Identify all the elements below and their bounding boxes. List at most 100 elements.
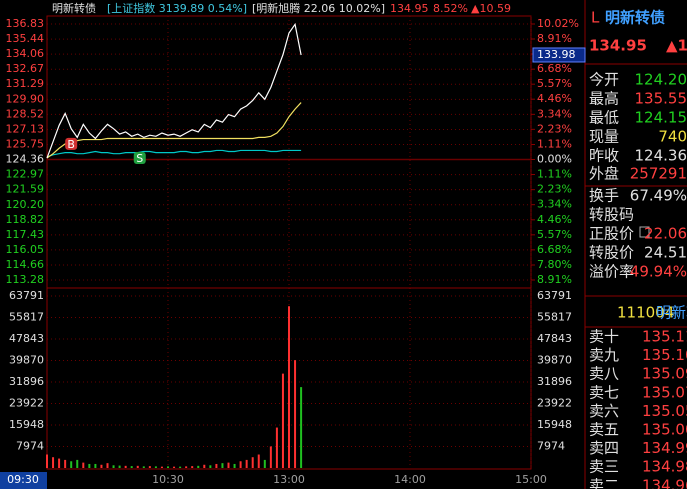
y2-tick-label: 4.46% xyxy=(537,213,572,226)
volume-bar xyxy=(300,387,303,468)
volume-tick-label: 7974 xyxy=(16,439,44,452)
y2-tick-label: 1.11% xyxy=(537,168,572,181)
panel-code: 111004 xyxy=(617,304,674,322)
stat-value: 124.36 xyxy=(635,147,687,165)
volume-bar xyxy=(52,457,55,468)
stat-label: 昨收 xyxy=(589,147,619,165)
stat-value: 135.55 xyxy=(635,90,687,108)
volume-tick-label: 23922 xyxy=(9,396,44,409)
volume-tick-label: 31896 xyxy=(537,375,572,388)
y-tick-label: 118.82 xyxy=(6,213,45,226)
y-tick-label: 125.75 xyxy=(6,137,45,150)
volume-bar xyxy=(58,458,61,468)
volume-bar xyxy=(88,463,91,468)
volume-bar xyxy=(185,466,188,468)
y-tick-label: 114.66 xyxy=(6,258,45,271)
cursor-label: 133.98 xyxy=(537,48,576,61)
volume-bar xyxy=(160,466,163,468)
y-tick-label: 121.59 xyxy=(6,183,45,196)
stat-value: 49.94% xyxy=(630,263,687,281)
volume-bar xyxy=(82,462,85,468)
volume-tick-label: 7974 xyxy=(537,439,565,452)
y2-tick-label: 3.34% xyxy=(537,198,572,211)
volume-bar xyxy=(76,459,79,468)
stat-value: 124.20 xyxy=(635,71,687,89)
stat-label: 正股价 xyxy=(589,225,634,243)
price: 134.95 xyxy=(390,2,429,15)
volume-bar xyxy=(227,462,230,468)
y-tick-label: 116.05 xyxy=(6,243,45,256)
time-highlight xyxy=(0,472,47,489)
y-tick-label: 129.90 xyxy=(6,92,45,105)
y2-tick-label: 0.00% xyxy=(537,153,572,166)
y2-tick-label: 3.34% xyxy=(537,107,572,120)
y2-tick-label: 4.46% xyxy=(537,92,572,105)
x-tick-label: 15:00 xyxy=(515,473,547,486)
volume-bar xyxy=(46,454,48,468)
y2-tick-label: 6.68% xyxy=(537,62,572,75)
x-tick-label: 14:00 xyxy=(394,473,426,486)
ask-label: 卖二 xyxy=(589,476,619,489)
y2-tick-label: 8.91% xyxy=(537,32,572,45)
ask-label: 卖六 xyxy=(589,402,619,420)
ask-label: 卖四 xyxy=(589,439,619,457)
y2-tick-label: 5.57% xyxy=(537,228,572,241)
volume-tick-label: 55817 xyxy=(9,311,44,324)
stat-label: 最低 xyxy=(589,109,619,127)
y2-tick-label: 6.68% xyxy=(537,243,572,256)
stock-quote: [明新旭腾 22.06 10.02%] xyxy=(252,1,385,15)
y2-tick-label: 10.02% xyxy=(537,17,579,30)
icon xyxy=(639,226,650,238)
y2-tick-label: 8.91% xyxy=(537,273,572,286)
y-tick-label: 120.20 xyxy=(6,198,45,211)
y-tick-label: 131.29 xyxy=(6,77,45,90)
volume-bar xyxy=(197,465,200,468)
ask-value: 135.11 xyxy=(642,328,687,346)
y-tick-label: 128.52 xyxy=(6,107,45,120)
volume-bar xyxy=(124,465,127,468)
volume-bar xyxy=(275,427,278,468)
stat-label: 最高 xyxy=(589,90,619,108)
y2-tick-label: 5.57% xyxy=(537,77,572,90)
price-line xyxy=(46,22,302,159)
volume-tick-label: 15948 xyxy=(537,418,572,431)
volume-tick-label: 47843 xyxy=(537,332,572,345)
trade-marker-label: B xyxy=(67,138,75,151)
price-line xyxy=(46,102,302,159)
volume-bar xyxy=(281,373,284,468)
volume-bar xyxy=(112,465,115,468)
y2-tick-label: 2.23% xyxy=(537,183,572,196)
volume-bar xyxy=(167,466,169,468)
volume-bar xyxy=(263,459,266,468)
ask-value: 134.99 xyxy=(642,439,687,457)
y-tick-label: 124.36 xyxy=(6,153,45,166)
volume-bar xyxy=(173,466,176,468)
ask-value: 135.07 xyxy=(642,383,687,401)
ask-value: 134.98 xyxy=(642,458,687,476)
volume-bar xyxy=(251,457,254,468)
volume-tick-label: 31896 xyxy=(9,375,44,388)
stat-value: 124.15 xyxy=(635,109,687,127)
volume-bar xyxy=(221,463,224,468)
ask-value: 135.10 xyxy=(642,346,687,364)
price-line xyxy=(46,149,302,158)
trade-marker-label: S xyxy=(136,152,143,165)
volume-bar xyxy=(294,360,297,468)
stat-label: 转股码 xyxy=(589,206,634,224)
volume-bar xyxy=(215,463,218,468)
y-tick-label: 122.97 xyxy=(6,168,45,181)
panel-code-name: 明新转债 xyxy=(656,304,687,322)
panel-change: ▲10.59 xyxy=(666,37,687,55)
volume-tick-label: 23922 xyxy=(537,396,572,409)
volume-bar xyxy=(94,463,97,468)
stock-name: 明新转债 xyxy=(52,1,96,15)
volume-bar xyxy=(142,466,145,468)
panel-marker: L xyxy=(591,9,600,27)
y2-tick-label: 1.11% xyxy=(537,137,572,150)
ask-label: 卖八 xyxy=(589,365,619,383)
ask-label: 卖十 xyxy=(589,328,619,346)
volume-bar xyxy=(203,464,206,468)
stat-value: 257291 xyxy=(630,165,687,183)
stat-label: 换手 xyxy=(589,187,619,205)
